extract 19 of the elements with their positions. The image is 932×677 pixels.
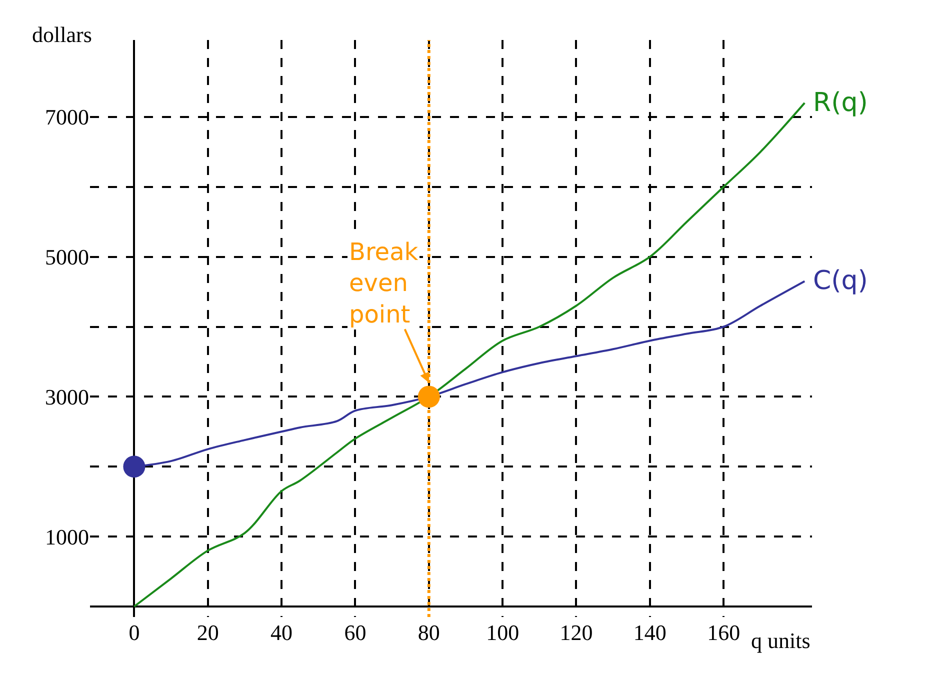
x-tick-label: 80 <box>418 620 440 645</box>
annotation: Break even point <box>349 238 418 328</box>
x-tick-label: 140 <box>633 620 666 645</box>
y-tick-label: 1000 <box>45 524 89 550</box>
x-axis-title: q units <box>751 628 810 653</box>
y-tick-label: 7000 <box>45 104 89 130</box>
x-tick-label: 120 <box>560 620 593 645</box>
y-axis-title: dollars <box>32 22 92 47</box>
x-tick-label: 20 <box>196 620 219 645</box>
series-label: C(q) <box>813 266 868 296</box>
x-tick-label: 40 <box>270 620 293 645</box>
y-tick-label: 3000 <box>45 384 89 410</box>
x-tick-label: 0 <box>128 620 140 645</box>
x-tick-label: 100 <box>486 620 520 645</box>
line-series <box>133 102 806 608</box>
y-tick-label: 5000 <box>45 244 89 270</box>
x-tick-label: 60 <box>344 620 366 645</box>
series-label: R(q) <box>813 88 868 118</box>
x-tick-label: 160 <box>707 620 740 645</box>
